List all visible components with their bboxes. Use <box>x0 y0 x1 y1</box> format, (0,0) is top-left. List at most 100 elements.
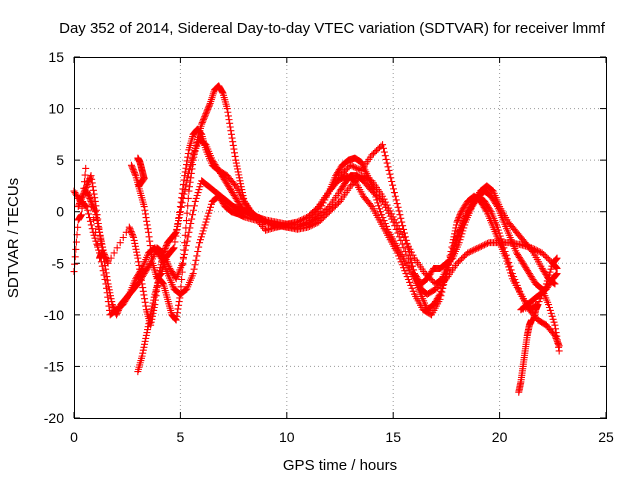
data-point <box>380 195 388 203</box>
data-point <box>394 203 402 211</box>
data-point <box>446 253 454 261</box>
data-point <box>194 189 202 197</box>
data-point <box>191 261 199 269</box>
data-point <box>449 245 457 253</box>
data-point <box>224 112 232 120</box>
data-point <box>404 242 412 250</box>
data-point <box>190 265 198 273</box>
data-point <box>379 192 387 200</box>
data-point <box>467 247 475 255</box>
data-point <box>437 292 445 300</box>
data-point <box>321 212 329 220</box>
data-point <box>128 229 136 237</box>
data-point <box>186 178 194 186</box>
data-point <box>147 321 155 329</box>
data-point <box>110 249 118 257</box>
data-point <box>353 164 361 172</box>
data-point <box>454 217 462 225</box>
data-point <box>454 215 462 223</box>
data-point <box>547 265 555 273</box>
data-point <box>92 211 100 219</box>
data-point <box>471 245 479 253</box>
data-point <box>379 144 387 152</box>
data-point <box>389 181 397 189</box>
data-point <box>407 281 415 289</box>
data-point <box>176 290 184 298</box>
data-point <box>195 186 203 194</box>
data-point <box>139 346 147 354</box>
data-point <box>148 312 156 320</box>
data-point <box>136 265 144 273</box>
data-point <box>92 228 100 236</box>
data-point <box>106 289 114 297</box>
data-point <box>363 175 371 183</box>
data-point <box>506 266 514 274</box>
data-point <box>296 217 304 225</box>
data-point <box>407 248 415 256</box>
data-point <box>141 337 149 345</box>
data-point <box>161 245 169 253</box>
data-point <box>206 206 214 214</box>
data-point <box>131 239 139 247</box>
data-point <box>181 246 189 254</box>
data-point <box>464 249 472 257</box>
data-point <box>174 305 182 313</box>
data-point <box>108 298 116 306</box>
data-point <box>395 252 403 260</box>
data-point <box>455 258 463 266</box>
data-point <box>334 199 342 207</box>
data-point <box>386 170 394 178</box>
data-point <box>172 232 180 240</box>
data-point <box>474 244 482 252</box>
data-point <box>127 226 135 234</box>
data-point <box>202 110 210 118</box>
data-point <box>180 176 188 184</box>
data-point <box>229 138 237 146</box>
data-point <box>173 309 181 317</box>
data-point <box>114 306 122 314</box>
data-point <box>114 308 122 316</box>
data-point <box>133 248 141 256</box>
data-point <box>84 177 92 185</box>
data-point <box>554 339 562 347</box>
data-point <box>113 244 121 252</box>
data-point <box>229 141 237 149</box>
data-point <box>194 247 202 255</box>
data-point <box>198 120 206 128</box>
data-point <box>347 182 355 190</box>
data-point <box>203 108 211 116</box>
data-point <box>77 211 85 219</box>
data-point <box>482 206 490 214</box>
data-point <box>392 219 400 227</box>
data-point <box>101 261 109 269</box>
data-point <box>79 198 87 206</box>
data-point <box>476 243 484 251</box>
data-point <box>110 303 118 311</box>
data-point <box>468 247 476 255</box>
data-point <box>480 241 488 249</box>
data-point <box>324 209 332 217</box>
data-point <box>189 211 197 219</box>
data-point <box>344 164 352 172</box>
data-point <box>175 298 183 306</box>
data-point <box>162 243 170 251</box>
data-point <box>182 164 190 172</box>
data-point <box>128 231 136 239</box>
data-point <box>445 256 453 264</box>
data-point <box>108 301 116 309</box>
data-point <box>312 206 320 214</box>
data-point <box>98 249 106 257</box>
data-point <box>107 254 115 262</box>
data-point <box>139 284 147 292</box>
data-point <box>180 250 188 258</box>
data-point <box>396 255 404 263</box>
data-point <box>392 196 400 204</box>
data-point <box>456 211 464 219</box>
data-point <box>205 102 213 110</box>
data-point <box>236 177 244 185</box>
data-point <box>388 210 396 218</box>
data-point <box>237 183 245 191</box>
data-point <box>552 271 560 279</box>
data-point <box>204 104 212 112</box>
data-point <box>421 270 429 278</box>
